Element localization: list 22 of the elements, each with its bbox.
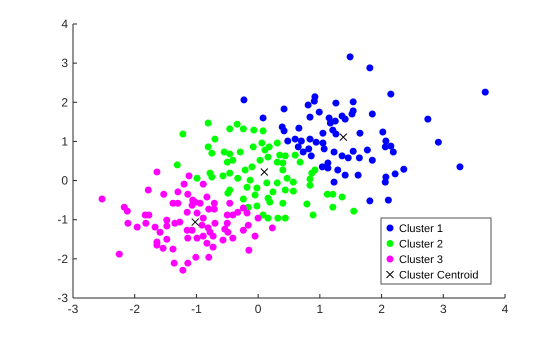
y-tick-label: 3 [61,56,68,70]
x-tick-label: 0 [254,302,262,316]
x-tick-label: 1 [316,302,324,316]
x-tick-label: 4 [502,302,509,316]
y-tick-label: 2 [61,95,68,110]
y-tick-label: -1 [57,212,68,227]
point [339,133,348,142]
y-tick-label: 0 [61,174,68,188]
legend-label: Cluster 3 [399,254,444,266]
y-tick-label: 1 [61,134,68,148]
x-tick-label: -1 [191,302,202,316]
y-tick-label: 4 [61,17,68,31]
legend-label: Cluster 2 [399,238,444,250]
legend-label: Cluster Centroid [399,270,478,282]
x-tick-label: 3 [440,302,447,316]
x-tick-label: 2 [378,302,386,316]
x-tick-label: -2 [129,302,140,316]
point [191,218,200,226]
legend-label: Cluster 1 [399,223,444,235]
y-tick-label: -3 [57,291,68,305]
point [260,168,268,176]
y-tick-label: -2 [57,252,68,266]
